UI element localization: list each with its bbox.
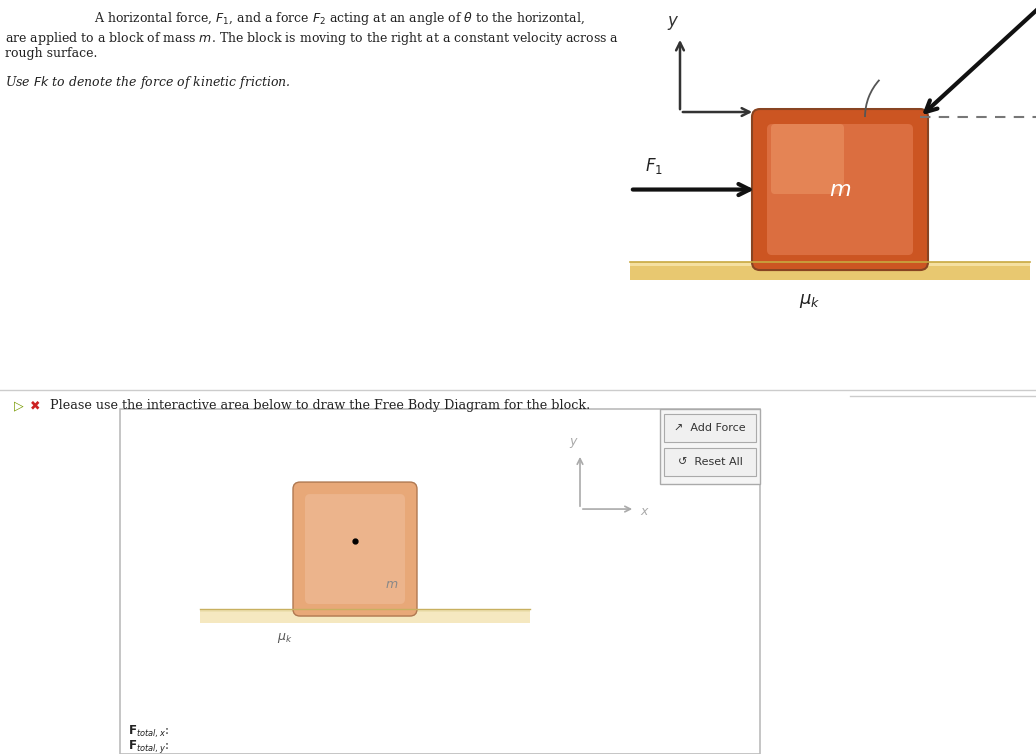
Text: ↺  Reset All: ↺ Reset All: [678, 457, 743, 467]
FancyBboxPatch shape: [771, 124, 844, 194]
Bar: [200, 609, 530, 623]
Text: A horizontal force, $F_1$, and a force $F_2$ acting at an angle of $\theta$ to t: A horizontal force, $F_1$, and a force $…: [94, 10, 585, 27]
Text: $x$: $x$: [640, 504, 650, 517]
Text: $y$: $y$: [667, 14, 680, 32]
Text: $x$: $x$: [761, 108, 774, 124]
Text: ↗  Add Force: ↗ Add Force: [674, 423, 746, 433]
FancyBboxPatch shape: [293, 482, 418, 616]
Bar: [120, 409, 760, 754]
Bar: [630, 262, 1030, 266]
Text: $\mu_k$: $\mu_k$: [278, 631, 293, 645]
Text: $m$: $m$: [385, 578, 399, 591]
Bar: [630, 262, 1030, 280]
Text: rough surface.: rough surface.: [5, 47, 97, 60]
Text: ▷: ▷: [15, 399, 24, 412]
Text: are applied to a block of mass $m$. The block is moving to the right at a consta: are applied to a block of mass $m$. The …: [5, 30, 618, 47]
Text: $y$: $y$: [569, 436, 579, 450]
Text: $\mathbf{F}_{total,y}$:: $\mathbf{F}_{total,y}$:: [128, 738, 169, 754]
Text: $m$: $m$: [829, 179, 852, 201]
Bar: [664, 414, 756, 442]
Bar: [660, 409, 760, 484]
Bar: [664, 448, 756, 476]
Text: $F_1$: $F_1$: [645, 155, 663, 176]
Bar: [200, 609, 530, 612]
Text: Please use the interactive area below to draw the Free Body Diagram for the bloc: Please use the interactive area below to…: [50, 399, 591, 412]
Text: Use $Fk$ to denote the force of kinetic friction.: Use $Fk$ to denote the force of kinetic …: [5, 74, 291, 91]
Text: $\mathbf{F}_{total,x}$:: $\mathbf{F}_{total,x}$:: [128, 724, 169, 740]
Text: ✖: ✖: [30, 399, 40, 412]
FancyBboxPatch shape: [305, 494, 405, 604]
Text: $\mu_k$: $\mu_k$: [800, 292, 821, 310]
FancyBboxPatch shape: [752, 109, 928, 270]
FancyBboxPatch shape: [767, 124, 913, 255]
